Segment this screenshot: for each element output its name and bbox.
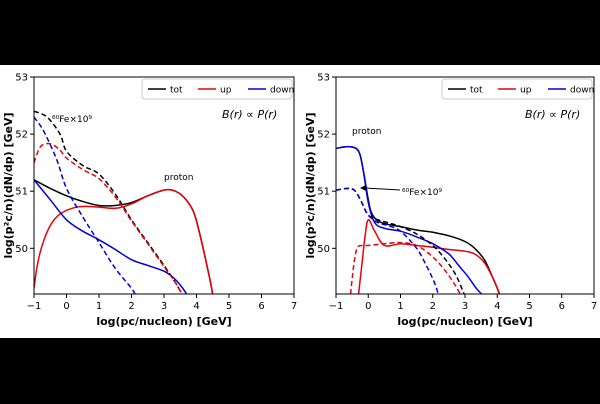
left-relation-annotation: B(r) ∝ P(r) xyxy=(222,108,277,121)
right-y-tick-label: 53 xyxy=(317,73,330,84)
right-panel: −1 0 1 2 3 4 5 6 7 50 51 52 53 log(pc/nucleon) [GeV] l… xyxy=(304,73,597,329)
left-proton-down-line xyxy=(34,179,188,294)
left-legend-label-up: up xyxy=(220,86,232,96)
right-legend-label-tot: tot xyxy=(470,86,483,96)
right-x-tick-label: 4 xyxy=(494,301,500,312)
left-x-tick-label: −1 xyxy=(27,301,42,312)
right-60fe-down-line xyxy=(336,187,440,294)
right-x-tick-label: 3 xyxy=(462,301,468,312)
right-60fe-tot-line xyxy=(336,187,465,294)
left-legend-label-tot: tot xyxy=(170,86,183,96)
left-series-group xyxy=(34,110,214,294)
figure-background xyxy=(0,65,600,338)
right-legend-label-down: down xyxy=(570,86,594,96)
right-x-axis-label: log(pc/nucleon) [GeV] xyxy=(397,315,532,328)
left-legend-box xyxy=(141,78,293,100)
right-x-tick-label: 1 xyxy=(397,301,403,312)
right-y-axis-label: log(p²c/n)(dN/dp) [GeV] xyxy=(304,112,317,258)
right-fe-arrow xyxy=(364,187,401,191)
right-x-tick-label: 0 xyxy=(365,301,371,312)
right-y-tick-label: 52 xyxy=(317,130,330,141)
left-y-tick-label: 53 xyxy=(15,73,28,84)
left-x-tick-label: 2 xyxy=(128,301,134,312)
right-x-tick-label: 2 xyxy=(430,301,436,312)
left-y-tick-label: 52 xyxy=(15,130,28,141)
right-relation-annotation: B(r) ∝ P(r) xyxy=(525,108,580,121)
left-proton-up-line xyxy=(34,188,214,294)
right-proton-annotation: proton xyxy=(352,127,381,137)
right-fe-arrowhead xyxy=(360,185,366,191)
left-legend-label-down: down xyxy=(270,86,294,96)
left-x-tick-label: 7 xyxy=(291,301,297,312)
left-x-tick-label: 6 xyxy=(258,301,264,312)
right-x-tick-label: −1 xyxy=(329,301,344,312)
left-proton-annotation: proton xyxy=(164,173,193,183)
right-x-tick-label: 6 xyxy=(559,301,565,312)
right-legend-label-up: up xyxy=(520,86,532,96)
left-x-tick-label: 3 xyxy=(161,301,167,312)
left-x-tick-label: 4 xyxy=(193,301,199,312)
left-60fe-up-line xyxy=(34,142,183,294)
left-y-axis-label: log(p²c/n)(dN/dp) [GeV] xyxy=(2,112,15,258)
left-x-axis-label: log(pc/nucleon) [GeV] xyxy=(96,315,231,328)
right-x-tick-label: 5 xyxy=(526,301,532,312)
right-fe-annotation: ⁶⁰Fe×10⁹ xyxy=(402,188,442,198)
right-legend: tot up down xyxy=(441,78,594,100)
left-x-tick-label: 5 xyxy=(226,301,232,312)
right-legend-box xyxy=(441,78,593,100)
right-60fe-up-line xyxy=(349,241,462,294)
left-60fe-tot-line xyxy=(34,110,183,294)
left-60fe-down-line xyxy=(34,116,136,294)
left-y-tick-label: 50 xyxy=(15,244,28,255)
left-legend: tot up down xyxy=(141,78,294,100)
right-series-group xyxy=(336,145,501,294)
left-fe-annotation: ⁶⁰Fe×10⁹ xyxy=(52,115,92,125)
right-y-tick-label: 51 xyxy=(317,187,330,198)
right-y-tick-label: 50 xyxy=(317,244,330,255)
left-y-tick-label: 51 xyxy=(15,187,28,198)
right-x-tick-label: 7 xyxy=(591,301,597,312)
left-x-tick-label: 1 xyxy=(96,301,102,312)
right-proton-up-line xyxy=(357,219,501,294)
left-x-tick-label: 0 xyxy=(63,301,69,312)
left-panel: −1 0 1 2 3 4 5 6 7 50 51 52 53 log(pc/nucleon) [GeV] l… xyxy=(2,73,297,329)
